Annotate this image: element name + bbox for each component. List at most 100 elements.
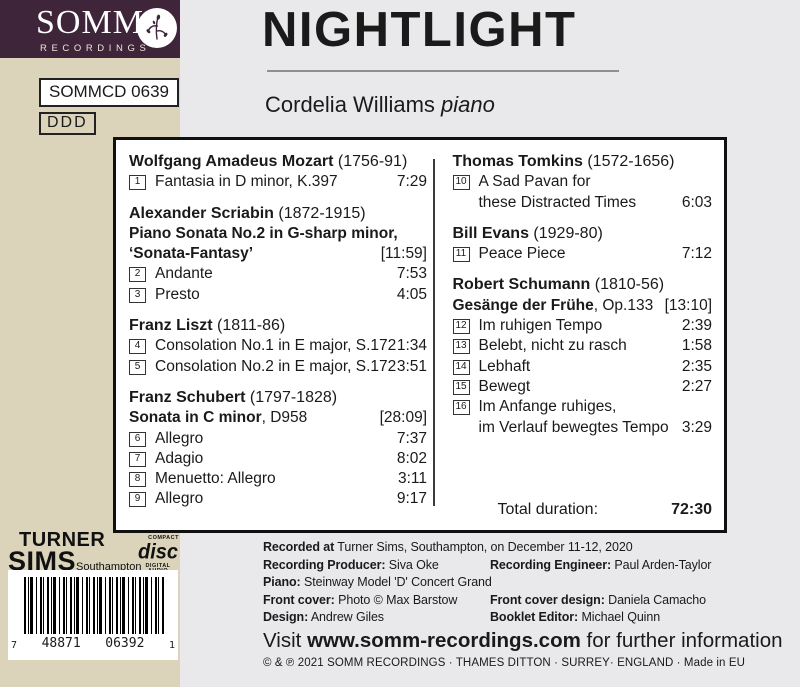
track-title: A Sad Pavan for these Distracted Times xyxy=(478,173,637,211)
composer-name: Alexander Scriabin xyxy=(129,204,274,222)
track-number: 10 xyxy=(452,175,470,191)
website-line: Visit www.somm-recordings.com for furthe… xyxy=(263,629,783,653)
composer-dates: (1872-1915) xyxy=(273,204,366,222)
credit-item: Front cover: Photo © Max Barstow xyxy=(263,592,458,607)
barcode-group2: 06392 xyxy=(105,636,145,651)
track-row: 11 Peace Piece 7:12 xyxy=(452,244,712,264)
composer-section: Alexander Scriabin (1872-1915) Piano Sona… xyxy=(129,204,427,305)
track-number: 1 xyxy=(129,175,146,191)
track-duration: 1:58 xyxy=(681,337,712,355)
track-title: Im Anfange ruhiges, im Verlauf bewegtes T… xyxy=(478,398,669,436)
track-row: 16 Im Anfange ruhiges, im Verlauf bewegtes… xyxy=(452,397,712,438)
barcode-digit-right: 1 xyxy=(168,640,175,651)
work-title-part: Sonata in C minor xyxy=(129,409,262,427)
track-title: Adagio xyxy=(155,449,204,467)
composer-name: Robert Schumann xyxy=(452,276,591,294)
track-number: 14 xyxy=(452,359,470,375)
composer-dates: (1811-86) xyxy=(212,317,286,335)
track-number: 12 xyxy=(452,319,470,335)
composer-name: Franz Liszt xyxy=(129,317,213,335)
work-duration: [11:59] xyxy=(380,245,427,263)
composer-section: Bill Evans (1929-80) 11 Peace Piece 7:12 xyxy=(452,224,712,265)
composer-dates: (1797-1828) xyxy=(245,388,338,406)
credit-label: Recording Engineer: xyxy=(490,557,612,572)
track-row: 4 Consolation No.1 in E major, S.172 1:34 xyxy=(129,336,427,356)
track-row: 9 Allegro 9:17 xyxy=(129,489,427,509)
track-row: 14 Lebhaft 2:35 xyxy=(452,357,712,377)
work-title: Gesänge der Frühe, Op.133 xyxy=(453,296,665,316)
artist-line: Cordelia Williams piano xyxy=(265,92,495,118)
work-duration: [13:10] xyxy=(664,296,712,314)
track-row: 10 A Sad Pavan for these Distracted Times 6… xyxy=(452,172,712,213)
website-url: www.somm-recordings.com xyxy=(307,629,581,652)
track-duration: 2:27 xyxy=(681,377,712,395)
turner-sims-line1: TURNER xyxy=(19,529,106,551)
total-duration-row: Total duration: 72:30 xyxy=(453,500,713,520)
composer-header: Robert Schumann (1810-56) xyxy=(453,275,713,295)
track-number: 2 xyxy=(129,267,146,283)
composer-header: Alexander Scriabin (1872-1915) xyxy=(129,204,427,224)
barcode: 7 48871 06392 1 xyxy=(8,570,178,660)
compact-disc-logo-main: disc xyxy=(137,539,179,564)
credit-item: Front cover design: Daniela Camacho xyxy=(490,592,707,607)
track-number: 9 xyxy=(129,492,146,508)
barcode-bars xyxy=(24,577,164,634)
credit-item: Recorded at Turner Sims, Southampton, on… xyxy=(263,540,633,554)
title-divider xyxy=(267,70,619,72)
track-title: Allegro xyxy=(155,429,204,447)
track-title: Fantasia in D minor, K.397 xyxy=(155,173,338,191)
track-duration: 2:35 xyxy=(681,357,712,375)
composer-dates: (1810-56) xyxy=(590,276,665,294)
track-number: 15 xyxy=(452,379,470,395)
composer-section: Franz Schubert (1797-1828) Sonata in C mi… xyxy=(129,388,427,510)
tracklist-column-divider xyxy=(433,159,435,506)
composer-header: Franz Schubert (1797-1828) xyxy=(129,388,427,408)
composer-name: Wolfgang Amadeus Mozart xyxy=(129,153,334,170)
track-number: 6 xyxy=(129,431,146,447)
barcode-digits: 7 48871 06392 1 xyxy=(8,634,178,651)
track-duration: 7:53 xyxy=(396,265,427,283)
barcode-digit-left: 7 xyxy=(11,640,18,651)
track-row: 2 Andante 7:53 xyxy=(129,264,427,284)
composer-name: Thomas Tomkins xyxy=(452,153,583,170)
somm-logo-text: SOMM xyxy=(36,4,144,41)
track-duration: 4:05 xyxy=(396,285,427,303)
credit-label: Recorded at xyxy=(263,540,335,554)
work-title-row: Piano Sonata No.2 in G-sharp minor, xyxy=(129,224,427,244)
tracklist-box: Wolfgang Amadeus Mozart (1756-91) 1 Fantas… xyxy=(113,137,727,533)
somm-logo-subtext: RECORDINGS xyxy=(40,43,151,54)
work-title: Piano Sonata No.2 in G-sharp minor, xyxy=(129,224,427,244)
composer-section: Wolfgang Amadeus Mozart (1756-91) 1 Fantas… xyxy=(129,152,427,193)
track-title: Menuetto: Allegro xyxy=(155,470,276,488)
composer-dates: (1572-1656) xyxy=(582,153,675,170)
credit-row: Piano: Steinway Model 'D' Concert Grand xyxy=(263,574,795,592)
credit-label: Front cover design: xyxy=(490,592,605,607)
track-title: Consolation No.1 in E major, S.172 xyxy=(155,337,397,355)
track-title: Peace Piece xyxy=(478,245,566,263)
track-title: Bewegt xyxy=(478,377,531,395)
credit-row: Recording Producer: Siva Oke Recording En… xyxy=(263,557,795,575)
credit-label: Piano: xyxy=(263,575,301,590)
composer-section: Thomas Tomkins (1572-1656) 10 A Sad Pavan … xyxy=(452,152,712,213)
track-duration: 7:29 xyxy=(396,173,427,191)
credit-item: Piano: Steinway Model 'D' Concert Grand xyxy=(263,575,492,590)
tracklist-column-right: Thomas Tomkins (1572-1656) 10 A Sad Pavan … xyxy=(435,150,725,520)
track-duration: 8:02 xyxy=(396,449,427,467)
track-duration: 7:37 xyxy=(396,429,427,447)
work-title-part: , D958 xyxy=(261,409,308,427)
turner-sims-logo: TURNER SIMSSouthampton xyxy=(8,530,141,575)
track-row: 13 Belebt, nicht zu rasch 1:58 xyxy=(452,336,712,356)
track-row: 8 Menuetto: Allegro 3:11 xyxy=(129,469,427,489)
track-row: 1 Fantasia in D minor, K.397 7:29 xyxy=(129,172,427,192)
barcode-group1: 48871 xyxy=(41,636,81,651)
track-duration: 9:17 xyxy=(396,490,427,508)
track-title: Presto xyxy=(155,285,200,303)
track-duration: 6:03 xyxy=(681,193,712,211)
credit-row: Front cover: Photo © Max Barstow Front co… xyxy=(263,592,795,610)
recording-code-ddd: DDD xyxy=(39,112,96,135)
track-duration: 3:11 xyxy=(397,470,427,488)
somm-logo-block: SOMM RECORDINGS xyxy=(0,0,180,58)
credit-label: Front cover: xyxy=(263,592,335,607)
track-duration: 7:12 xyxy=(681,245,712,263)
